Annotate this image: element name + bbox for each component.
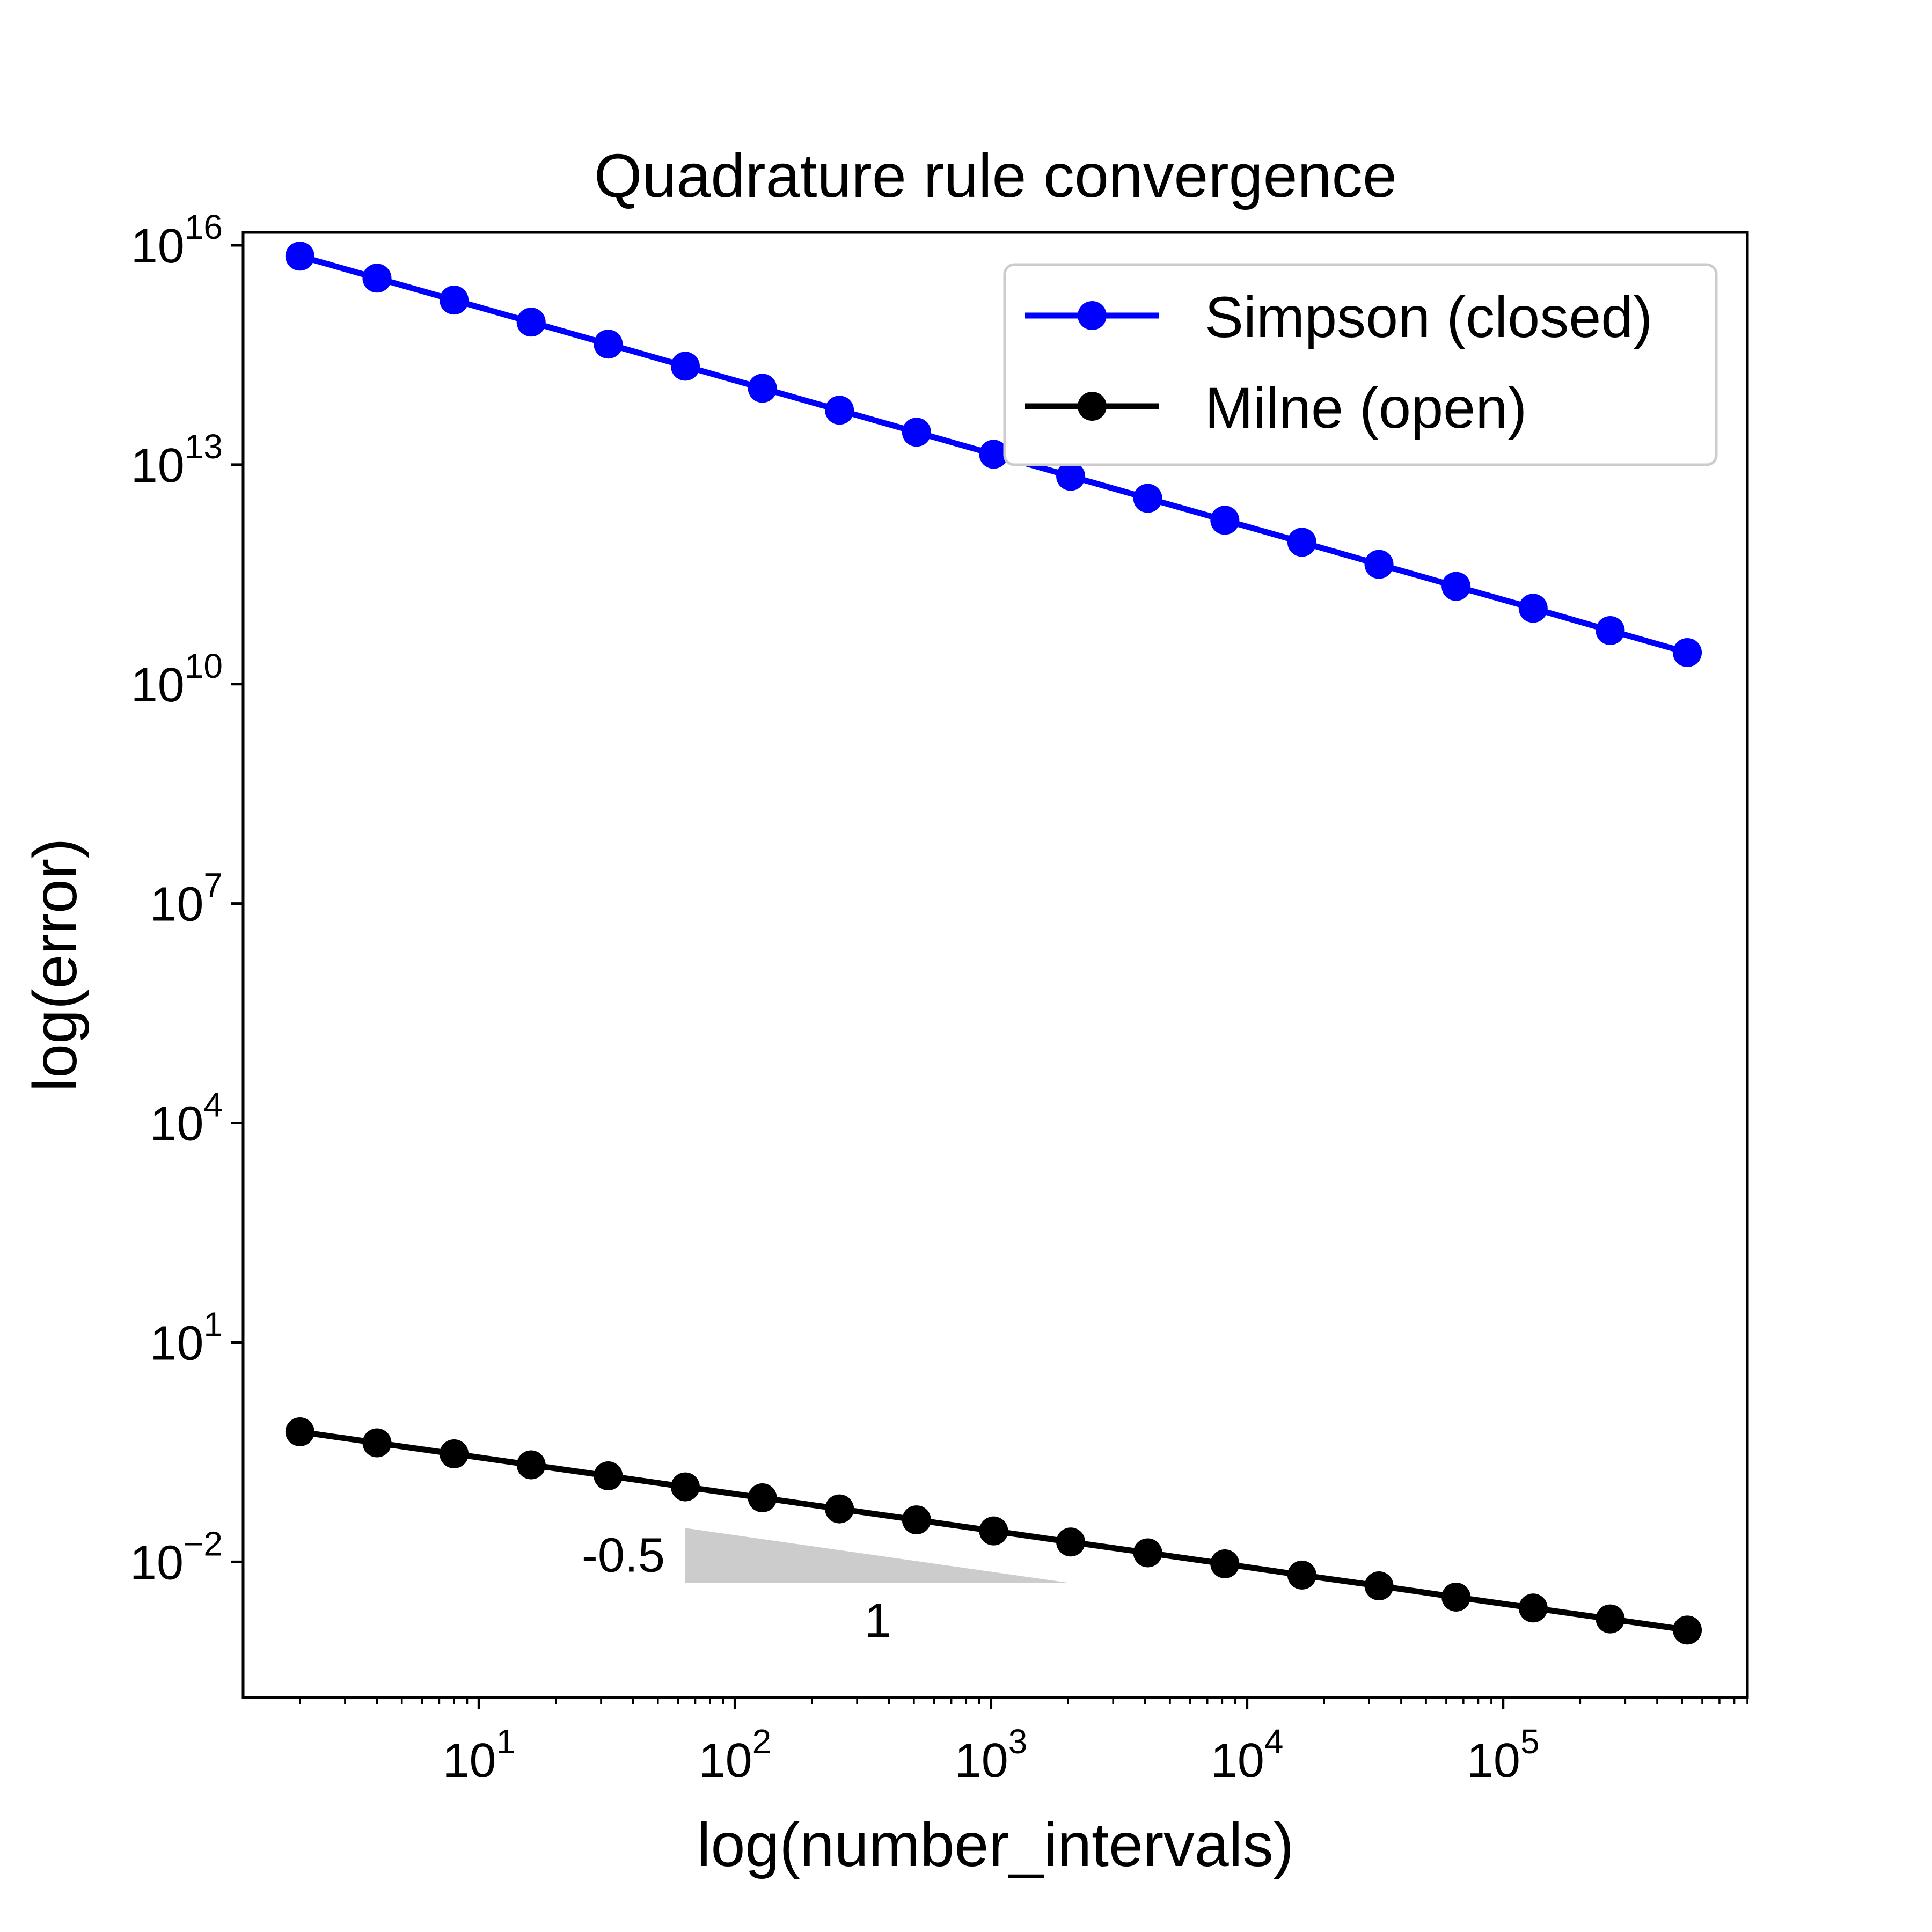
data-point-simpson-closed	[440, 286, 469, 315]
data-point-milne-open	[825, 1494, 854, 1524]
x-tick-label: 104	[1211, 1722, 1284, 1788]
x-tick-label: 105	[1467, 1722, 1540, 1788]
slope-triangle-rise-label: -0.5	[582, 1529, 665, 1583]
y-tick-label: 1010	[131, 647, 223, 712]
data-point-milne-open	[670, 1472, 700, 1502]
legend-milne-label: Milne (open)	[1205, 375, 1527, 440]
x-axis-label: log(number_intervals)	[697, 1811, 1294, 1879]
data-point-simpson-closed	[1441, 572, 1471, 601]
data-point-milne-open	[979, 1516, 1008, 1546]
axes-frame	[241, 231, 1749, 1699]
data-point-milne-open	[902, 1505, 931, 1535]
x-axis-ticks: 101 102 103 104 105	[299, 1697, 1748, 1788]
slope-triangle-run-label: 1	[865, 1594, 891, 1648]
legend-milne-marker	[1078, 392, 1107, 421]
y-tick-label: 104	[150, 1086, 223, 1151]
data-point-simpson-closed	[594, 330, 623, 359]
data-point-milne-open	[1210, 1549, 1240, 1578]
x-tick-label: 102	[699, 1722, 772, 1788]
slope-triangle-group: -0.5 1	[582, 1528, 1071, 1648]
data-point-simpson-closed	[670, 352, 700, 381]
legend-box	[1003, 263, 1718, 466]
legend-simpson-marker	[1078, 301, 1107, 330]
legend: Simpson (closed) Milne (open)	[1003, 263, 1718, 466]
data-point-milne-open	[1518, 1593, 1548, 1623]
data-point-milne-open	[362, 1428, 392, 1458]
data-point-simpson-closed	[1210, 506, 1240, 535]
data-point-milne-open	[1364, 1571, 1394, 1601]
data-point-milne-open	[594, 1461, 623, 1491]
data-point-simpson-closed	[1287, 528, 1316, 557]
data-point-simpson-closed	[1133, 484, 1162, 513]
slope-triangle	[685, 1528, 1071, 1583]
data-point-simpson-closed	[1518, 594, 1548, 623]
axes-background	[243, 232, 1747, 1697]
series-group	[285, 241, 1702, 1645]
data-point-simpson-closed	[1364, 550, 1394, 579]
y-tick-label: 1013	[131, 427, 223, 493]
y-tick-label: 1016	[131, 208, 223, 273]
x-tick-label: 103	[955, 1722, 1028, 1788]
y-axis-ticks: 10−2 101 104 107 1010 1013 1016	[130, 208, 243, 1590]
data-point-simpson-closed	[748, 374, 777, 403]
data-point-milne-open	[1287, 1560, 1316, 1590]
data-point-milne-open	[285, 1417, 314, 1446]
data-point-simpson-closed	[825, 396, 854, 425]
data-point-simpson-closed	[979, 440, 1008, 469]
legend-simpson-label: Simpson (closed)	[1205, 284, 1652, 349]
data-point-simpson-closed	[362, 264, 392, 293]
data-point-milne-open	[748, 1483, 777, 1513]
x-tick-label: 101	[442, 1722, 515, 1788]
data-point-milne-open	[1133, 1538, 1162, 1568]
data-point-milne-open	[516, 1450, 546, 1480]
data-point-milne-open	[1596, 1604, 1625, 1634]
data-point-simpson-closed	[1056, 462, 1086, 491]
data-point-simpson-closed	[1673, 638, 1702, 667]
data-point-simpson-closed	[516, 308, 546, 337]
plot-area: -0.5 1	[243, 232, 1747, 1697]
y-axis-label: log(error)	[21, 838, 90, 1092]
data-point-milne-open	[440, 1439, 469, 1468]
data-point-milne-open	[1441, 1582, 1471, 1612]
data-point-milne-open	[1056, 1527, 1086, 1557]
data-point-simpson-closed	[902, 418, 931, 447]
data-point-simpson-closed	[285, 241, 314, 271]
data-point-simpson-closed	[1596, 616, 1625, 645]
y-tick-label: 107	[150, 866, 223, 932]
y-tick-label: 101	[150, 1305, 223, 1370]
y-tick-label: 10−2	[130, 1524, 223, 1590]
data-point-milne-open	[1673, 1615, 1702, 1645]
chart-title: Quadrature rule convergence	[594, 142, 1397, 210]
